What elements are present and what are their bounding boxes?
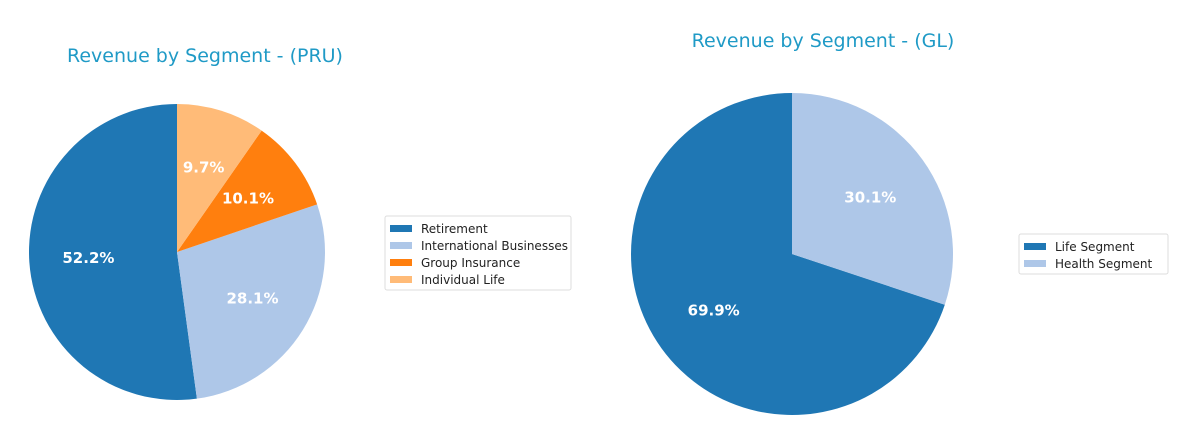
pie-slice-retirement <box>29 104 197 400</box>
legend-label: Retirement <box>421 222 488 236</box>
chart-title: Revenue by Segment - (PRU) <box>67 45 343 67</box>
legend-label: Health Segment <box>1055 257 1153 271</box>
legend-swatch <box>390 276 412 283</box>
legend-swatch <box>390 242 412 249</box>
legend-label: Individual Life <box>421 273 505 287</box>
pie-slice-health-segment <box>792 93 954 305</box>
pie-slice-individual-life <box>177 104 262 252</box>
chart-title: Revenue by Segment - (GL) <box>692 30 955 52</box>
slice-label: 10.1% <box>222 190 274 208</box>
legend: Retirement International Businesses Group … <box>384 215 572 291</box>
pie-slice-group-insurance <box>177 130 318 252</box>
legend-swatch <box>1024 260 1046 267</box>
legend-swatch <box>390 225 412 232</box>
legend-swatch <box>1024 243 1046 250</box>
slice-label: 30.1% <box>844 188 896 206</box>
slice-label: 28.1% <box>226 290 278 308</box>
legend-box <box>1018 233 1169 275</box>
slice-label: 52.2% <box>62 249 114 267</box>
pie-chart-2: Revenue by Segment - (GL) 69.9% 30.1% Life … <box>631 30 1169 415</box>
legend-label: Group Insurance <box>421 256 520 270</box>
slice-label: 9.7% <box>183 158 225 176</box>
pie-slice-life-segment <box>631 93 945 415</box>
legend-swatch <box>390 259 412 266</box>
legend-label: Life Segment <box>1055 240 1135 254</box>
legend: Life Segment Health Segment <box>1018 233 1169 275</box>
pie-slice-international-businesses <box>177 204 325 399</box>
legend-label: International Businesses <box>421 239 568 253</box>
legend-box <box>384 215 572 291</box>
pie-chart-1: Revenue by Segment - (PRU) 52.2% 28.1% 10.1… <box>29 45 572 400</box>
slice-label: 69.9% <box>688 302 740 320</box>
